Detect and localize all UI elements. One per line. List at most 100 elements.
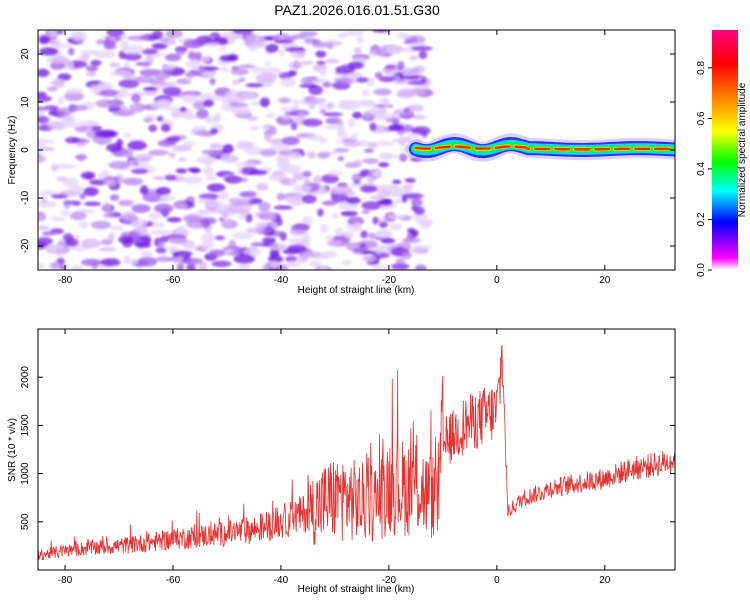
spectrogram-noise-blob bbox=[321, 200, 338, 206]
spectrogram-noise-blob bbox=[292, 172, 305, 181]
spectrogram-noise-blob bbox=[103, 212, 115, 218]
snr-y-tick-label: 2000 bbox=[20, 366, 31, 389]
spectrogram-noise-blob bbox=[164, 106, 180, 111]
colorbar-tick-label: 0.4 bbox=[696, 162, 707, 176]
spectrogram-noise-blob bbox=[160, 123, 171, 133]
spectrogram-noise-blob bbox=[352, 111, 363, 119]
spectrogram-noise-blob bbox=[144, 114, 157, 123]
spectrogram-y-tick-label: 10 bbox=[20, 96, 31, 108]
spectrogram-noise-blob bbox=[404, 192, 424, 200]
spectrogram-noise-blob bbox=[353, 248, 363, 253]
spectrogram-noise-blob bbox=[392, 118, 400, 126]
colorbar: 0.0 0.2 0.4 0.6 0.8 Normalized spectral ampl… bbox=[696, 30, 748, 277]
spectrogram-noise-blob bbox=[378, 76, 396, 83]
snr-x-tick-label: -80 bbox=[58, 575, 73, 586]
spectrogram-noise-blob bbox=[337, 156, 345, 162]
spectrogram-noise-blob bbox=[52, 78, 66, 89]
spectrogram-noise-blob bbox=[410, 45, 433, 52]
spectrogram-noise-blob bbox=[84, 201, 102, 207]
snr-x-tick-label: -20 bbox=[382, 575, 397, 586]
spectrogram-noise-blob bbox=[224, 175, 243, 184]
snr-y-tick-label: 1000 bbox=[20, 462, 31, 485]
spectrogram-noise-blob bbox=[68, 47, 75, 56]
colorbar-tick-label: 0.0 bbox=[696, 263, 707, 277]
spectrogram-noise-blob bbox=[128, 103, 139, 110]
snr-y-ticks: 500 1000 1500 2000 bbox=[20, 366, 675, 530]
spectrogram-noise-blob bbox=[355, 36, 365, 44]
spectrogram-noise-blob bbox=[72, 31, 88, 42]
spectrogram-noise-blob bbox=[276, 192, 285, 201]
spectrogram-noise-blob bbox=[154, 203, 174, 214]
spectrogram-noise-blob bbox=[380, 237, 396, 244]
spectrogram-noise-blob bbox=[79, 50, 100, 56]
spectrogram-noise-blob bbox=[246, 34, 265, 45]
spectrogram-noise-blob bbox=[89, 179, 109, 186]
spectrogram-noise-blob bbox=[264, 132, 272, 142]
spectrogram-noise-blob bbox=[218, 217, 225, 222]
spectrogram-noise-blob bbox=[159, 197, 169, 203]
spectrogram-noise-blob bbox=[265, 113, 276, 119]
spectrogram-x-tick-label: -80 bbox=[58, 275, 73, 286]
spectrogram-noise-blob bbox=[121, 211, 138, 222]
spectrogram-noise-blob bbox=[187, 51, 196, 60]
spectrogram-noise-blob bbox=[38, 111, 45, 118]
spectrogram-x-tick-label: 0 bbox=[494, 275, 500, 286]
spectrogram-noise-blob bbox=[369, 106, 382, 116]
spectrogram-noise-blob bbox=[194, 130, 211, 137]
spectrogram-noise-blob bbox=[199, 217, 217, 225]
spectrogram-noise-blob bbox=[368, 49, 386, 57]
spectrogram-noise-blob bbox=[57, 107, 73, 116]
spectrogram-noise-blob bbox=[164, 246, 180, 251]
snr-x-tick-label: -40 bbox=[274, 575, 289, 586]
spectrogram-noise-blob bbox=[220, 66, 229, 73]
spectrogram-noise-blob bbox=[371, 264, 389, 270]
spectrogram-noise-blob bbox=[336, 120, 344, 127]
spectrogram-noise-blob bbox=[317, 151, 330, 159]
spectrogram-noise-blob bbox=[148, 124, 158, 133]
spectrogram-noise-blob bbox=[396, 32, 409, 39]
spectrogram-noise-blob bbox=[165, 136, 181, 142]
spectrogram-noise-blob bbox=[361, 89, 370, 97]
spectrogram-noise-blob bbox=[215, 95, 226, 101]
spectrogram-noise-blob bbox=[123, 255, 131, 265]
spectrogram-noise-blob bbox=[238, 64, 256, 69]
spectrogram-noise-blob bbox=[38, 200, 57, 208]
spectrogram-noise-blob bbox=[38, 236, 53, 246]
spectrogram-noise-blob bbox=[336, 32, 348, 39]
spectrogram-noise-blob bbox=[293, 223, 311, 231]
spectrogram-noise-blob bbox=[290, 122, 298, 131]
spectrogram-noise-blob bbox=[374, 245, 383, 254]
spectrogram-y-tick-label: 20 bbox=[20, 48, 31, 60]
spectrogram-noise-blob bbox=[39, 47, 59, 56]
spectrogram-noise-blob bbox=[337, 103, 352, 110]
spectrogram-noise-blob bbox=[109, 70, 132, 77]
spectrogram-noise-blob bbox=[97, 82, 109, 90]
spectrogram-x-tick-label: -20 bbox=[382, 275, 397, 286]
spectrogram-noise-blob bbox=[408, 55, 419, 61]
colorbar-tick-label: 0.2 bbox=[696, 212, 707, 226]
spectrogram-noise-blob bbox=[330, 185, 353, 195]
spectrogram-noise-blob bbox=[325, 58, 340, 64]
spectrogram-noise-blob bbox=[299, 83, 318, 88]
spectrogram-noise-blob bbox=[69, 211, 87, 221]
spectrogram-noise-blob bbox=[106, 143, 123, 153]
spectrogram-noise-blob bbox=[267, 125, 277, 136]
spectrogram-noise-blob bbox=[110, 225, 124, 232]
spectrogram-noise-blob bbox=[118, 79, 140, 89]
spectrogram-noise-blob bbox=[301, 234, 311, 243]
spectrogram-noise-blob bbox=[155, 256, 172, 262]
spectrogram-noise-blob bbox=[166, 217, 182, 223]
spectrogram-noise-blob bbox=[118, 235, 134, 244]
spectrogram-noise-blob bbox=[288, 61, 303, 70]
spectrogram-noise-blob bbox=[132, 161, 140, 167]
spectrogram-noise-blob bbox=[291, 200, 302, 206]
spectrogram-x-tick-label: -60 bbox=[166, 275, 181, 286]
spectrogram-noise-blob bbox=[38, 95, 52, 103]
spectrogram-noise-blob bbox=[78, 138, 91, 144]
spectrogram-noise-blob bbox=[265, 43, 279, 53]
spectrogram-noise-blob bbox=[148, 212, 162, 220]
spectrogram-noise-blob bbox=[337, 99, 359, 105]
spectrogram-noise-blob bbox=[317, 208, 324, 217]
spectrogram-noise-blob bbox=[394, 71, 404, 78]
